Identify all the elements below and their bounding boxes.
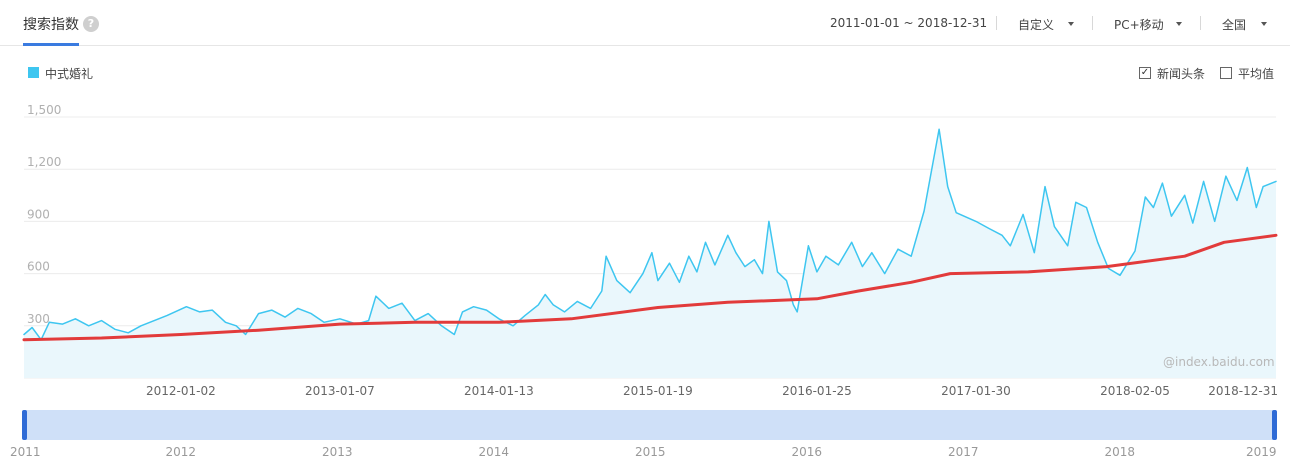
navigator-right-handle[interactable]: [1272, 410, 1277, 440]
chevron-down-icon[interactable]: [1176, 22, 1182, 26]
series-line-search-index: [23, 128, 1277, 341]
x-tick-label: 2014-01-13: [464, 384, 534, 398]
watermark: @index.baidu.com: [1163, 355, 1275, 369]
navigator-year-label: 2017: [948, 445, 979, 459]
legend-swatch[interactable]: [28, 67, 39, 78]
series-line-trend: [22, 233, 1278, 342]
range-navigator[interactable]: [24, 410, 1276, 440]
area-fill: [24, 129, 1276, 378]
navigator-year-label: 2016: [791, 445, 823, 459]
x-tick-label: 2012-01-02: [146, 384, 216, 398]
dropdown-region[interactable]: 全国: [1222, 18, 1247, 32]
chart-header: 搜索指数 ? 2011-01-01 ~ 2018-12-31 自定义 PC+移动…: [0, 0, 1290, 46]
y-tick-labels: 300 600 900 1,200 1,500: [27, 103, 61, 326]
navigator-year-label: 2019: [1246, 445, 1277, 459]
navigator-year-label: 2011: [10, 445, 41, 459]
divider: [996, 16, 997, 30]
news-checkbox-label[interactable]: 新闻头条: [1157, 67, 1206, 81]
x-tick-label: 2013-01-07: [305, 384, 375, 398]
x-tick-label: 2018-12-31: [1208, 384, 1278, 398]
help-icon[interactable]: ?: [83, 16, 99, 32]
navigator-year-label: 2014: [478, 445, 510, 459]
navigator-year-label: 2012: [165, 445, 197, 459]
navigator-year-label: 2018: [1104, 445, 1136, 459]
chevron-down-icon[interactable]: [1261, 22, 1267, 26]
y-tick-label: 1,200: [27, 155, 61, 169]
average-checkbox-label[interactable]: 平均值: [1238, 67, 1275, 81]
x-tick-labels: 2012-01-02 2013-01-07 2014-01-13 2015-01-19…: [146, 384, 1278, 398]
y-tick-label: 1,500: [27, 103, 61, 117]
x-tick-label: 2016-01-25: [782, 384, 852, 398]
news-checkbox[interactable]: ✓: [1139, 67, 1151, 79]
divider: [1092, 16, 1093, 30]
series-area: [24, 129, 1276, 378]
dropdown-period[interactable]: 自定义: [1018, 18, 1055, 32]
tab-search-index[interactable]: 搜索指数: [23, 17, 79, 33]
x-tick-label: 2015-01-19: [623, 384, 693, 398]
line-chart[interactable]: 300 600 900 1,200 1,500 2012-01-02 2013-01-07…: [0, 95, 1290, 400]
chevron-down-icon[interactable]: [1068, 22, 1074, 26]
average-checkbox[interactable]: [1220, 67, 1232, 79]
tab-active-underline: [23, 43, 79, 46]
series-lines: [22, 128, 1278, 342]
divider: [1200, 16, 1201, 30]
y-tick-label: 300: [27, 312, 50, 326]
x-tick-label: 2018-02-05: [1100, 384, 1170, 398]
dropdown-platform[interactable]: PC+移动: [1114, 18, 1164, 32]
legend-series-label[interactable]: 中式婚礼: [45, 67, 94, 81]
x-tick-label: 2017-01-30: [941, 384, 1011, 398]
navigator-left-handle[interactable]: [22, 410, 27, 440]
y-tick-label: 600: [27, 260, 50, 274]
navigator-year-label: 2015: [635, 445, 666, 459]
y-tick-label: 900: [27, 207, 50, 221]
navigator-year-label: 2013: [322, 445, 353, 459]
date-range-label[interactable]: 2011-01-01 ~ 2018-12-31: [830, 16, 988, 30]
